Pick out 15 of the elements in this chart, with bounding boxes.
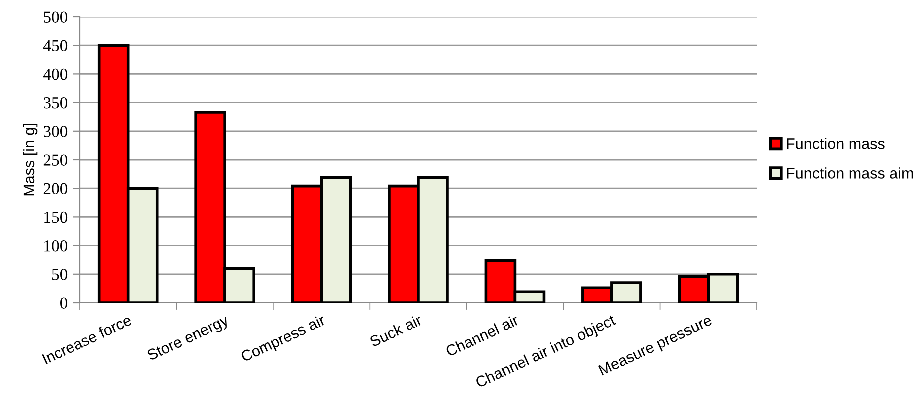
y-tick-label: 250 xyxy=(44,154,68,166)
y-tick-label: 350 xyxy=(44,98,68,109)
legend-label: Function mass aim xyxy=(787,168,914,179)
x-tick-label: Suck air xyxy=(369,314,424,348)
legend-label: Function mass xyxy=(787,138,885,150)
y-tick-label: 300 xyxy=(44,126,68,138)
y-tick-label: 0 xyxy=(60,298,68,309)
y-tick-label: 100 xyxy=(44,240,68,252)
y-tick-label: 400 xyxy=(44,68,68,80)
y-tick-label: 500 xyxy=(44,12,68,23)
y-tick-label: 450 xyxy=(44,40,68,52)
y-axis-title: Mass [in g] xyxy=(23,124,38,196)
y-tick-label: 150 xyxy=(44,212,68,224)
y-tick-label: 50 xyxy=(52,269,68,280)
y-tick-label: 200 xyxy=(44,183,68,195)
